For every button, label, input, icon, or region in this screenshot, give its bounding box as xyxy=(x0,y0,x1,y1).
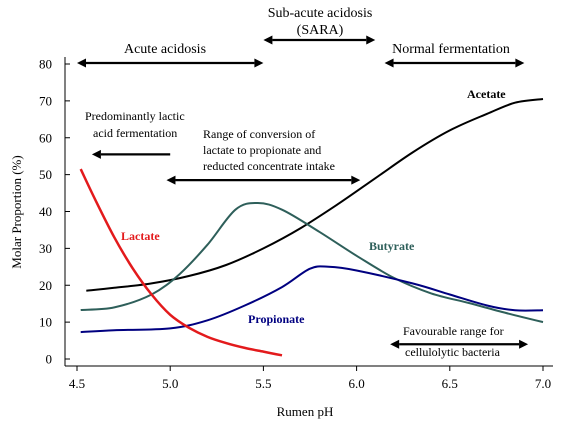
y-axis-label: Molar Proportion (%) xyxy=(9,155,24,268)
lactic-arrow-head-left xyxy=(91,149,101,159)
range-label-normal: Normal fermentation xyxy=(392,42,510,57)
y-tick-label: 60 xyxy=(39,130,52,145)
y-tick-label: 50 xyxy=(39,167,52,182)
range-label-sara-abbr: (SARA) xyxy=(297,23,344,38)
y-tick-label: 0 xyxy=(46,352,53,367)
y-tick-label: 70 xyxy=(39,93,52,108)
note-lactic-line2: acid fermentation xyxy=(93,126,177,140)
cellulolytic-arrow-head-left xyxy=(390,339,400,349)
range-arrow-sara-head-left xyxy=(263,35,273,45)
x-ticks: 4.5 5.0 5.5 6.0 6.5 7.0 xyxy=(69,366,551,391)
y-tick-label: 40 xyxy=(39,204,52,219)
series-label-butyrate: Butyrate xyxy=(369,239,415,253)
series-label-propionate: Propionate xyxy=(248,312,305,326)
y-tick-label: 20 xyxy=(39,278,52,293)
series-line-propionate xyxy=(80,265,544,334)
series-lines xyxy=(79,98,544,357)
y-tick-label: 80 xyxy=(39,57,52,72)
note-cellulolytic-line1: Favourable range for xyxy=(403,324,504,338)
conversion-arrow xyxy=(166,175,361,185)
conversion-arrow-head-left xyxy=(166,175,176,185)
range-arrow-normal-head-right xyxy=(515,58,525,68)
series-label-acetate: Acetate xyxy=(467,87,506,101)
range-arrow-sara-head-right xyxy=(366,35,376,45)
y-tick-label: 30 xyxy=(39,241,52,256)
lactic-arrow xyxy=(91,149,171,159)
x-tick-label: 6.5 xyxy=(442,376,458,391)
range-arrow-acute-head-left xyxy=(77,58,86,68)
x-tick-label: 6.0 xyxy=(348,376,364,391)
range-label-acute: Acute acidosis xyxy=(124,42,206,57)
x-tick-label: 5.5 xyxy=(255,376,271,391)
range-arrow-sara xyxy=(263,35,376,45)
note-lactic-line1: Predominantly lactic xyxy=(85,109,185,123)
series-line-acetate xyxy=(86,98,544,292)
note-cellulolytic-line2: cellulolytic bacteria xyxy=(405,345,501,359)
x-tick-label: 7.0 xyxy=(535,376,551,391)
x-tick-label: 4.5 xyxy=(69,376,85,391)
x-axis-label: Rumen pH xyxy=(277,404,334,419)
series-line-lactate xyxy=(79,168,283,357)
range-arrow-normal-head-left xyxy=(384,58,394,68)
range-label-sara: Sub-acute acidosis xyxy=(268,6,373,21)
conversion-arrow-head-right xyxy=(351,175,361,185)
series-label-lactate: Lactate xyxy=(121,229,160,243)
y-tick-label: 10 xyxy=(39,315,52,330)
note-conversion-line2: lactate to propionate and xyxy=(203,143,321,157)
range-arrows xyxy=(77,35,525,68)
inner-arrows xyxy=(91,149,529,349)
series-line-butyrate xyxy=(80,201,544,324)
note-conversion-line1: Range of conversion of xyxy=(203,127,315,141)
cellulolytic-arrow xyxy=(390,339,529,349)
range-arrow-normal xyxy=(384,58,525,68)
range-arrow-acute-head-right xyxy=(254,58,264,68)
range-arrow-acute xyxy=(77,58,264,68)
x-tick-label: 5.0 xyxy=(162,376,178,391)
y-ticks: 0 10 20 30 40 50 60 70 80 xyxy=(39,57,70,367)
note-conversion-line3: reducted concentrate intake xyxy=(203,159,335,173)
cellulolytic-arrow-head-right xyxy=(519,339,529,349)
